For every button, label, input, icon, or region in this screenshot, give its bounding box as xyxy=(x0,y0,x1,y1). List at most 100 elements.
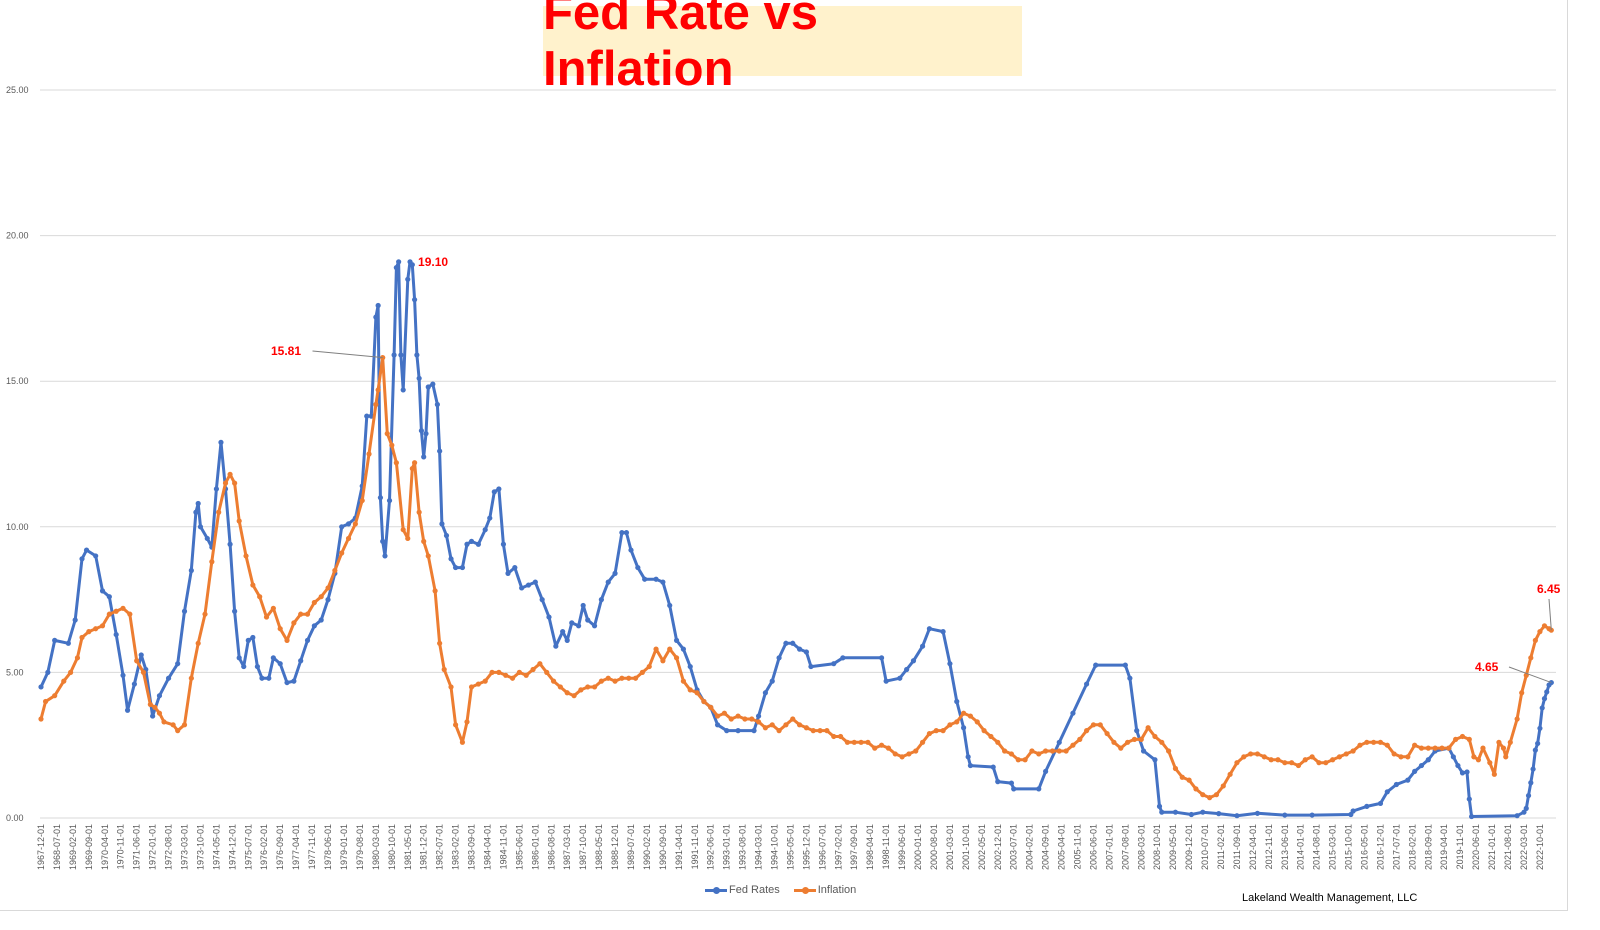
data-point-fed-rates xyxy=(1521,809,1527,815)
data-point-fed-rates xyxy=(1525,792,1532,799)
data-point-inflation xyxy=(38,716,44,722)
data-point-fed-rates xyxy=(165,675,172,681)
data-point-inflation xyxy=(181,722,188,728)
x-tick-label: 1975-07-01 xyxy=(243,824,253,870)
data-point-fed-rates xyxy=(464,541,470,547)
data-point-fed-rates xyxy=(947,661,953,667)
x-tick-label: 1980-03-01 xyxy=(371,824,381,870)
data-point-inflation xyxy=(1172,765,1179,772)
data-point-fed-rates xyxy=(277,661,283,667)
data-point-fed-rates xyxy=(391,352,397,358)
data-point-inflation xyxy=(981,728,987,734)
title-box: Fed Rate vs Inflation xyxy=(543,0,1022,96)
data-point-inflation xyxy=(482,678,488,684)
data-point-inflation xyxy=(899,754,905,760)
data-point-inflation xyxy=(660,658,666,664)
data-point-fed-rates xyxy=(437,448,443,454)
data-point-fed-rates xyxy=(512,564,518,571)
data-point-fed-rates xyxy=(175,661,181,667)
data-point-fed-rates xyxy=(364,413,370,419)
data-point-inflation xyxy=(263,614,270,620)
data-point-fed-rates xyxy=(377,495,384,501)
data-point-inflation xyxy=(42,698,49,705)
data-point-fed-rates xyxy=(430,381,436,387)
data-point-inflation xyxy=(626,675,632,681)
data-point-fed-rates xyxy=(421,454,427,460)
data-point-fed-rates xyxy=(605,579,611,585)
data-point-inflation xyxy=(1405,754,1411,760)
data-point-fed-rates xyxy=(751,728,757,734)
data-point-fed-rates xyxy=(628,547,634,553)
data-point-inflation xyxy=(86,629,92,635)
data-point-inflation xyxy=(878,742,885,748)
data-point-inflation xyxy=(1289,760,1295,766)
data-point-fed-rates xyxy=(1042,768,1049,775)
data-point-inflation xyxy=(1213,792,1220,798)
data-point-inflation xyxy=(1459,733,1466,740)
data-point-fed-rates xyxy=(680,646,686,652)
data-point-inflation xyxy=(156,710,163,716)
data-point-fed-rates xyxy=(496,486,502,492)
x-tick-label: 1980-10-01 xyxy=(387,824,397,870)
data-point-inflation xyxy=(1029,748,1035,754)
data-point-fed-rates xyxy=(714,722,721,728)
data-point-fed-rates xyxy=(954,698,960,705)
data-point-fed-rates xyxy=(1234,813,1240,819)
data-point-fed-rates xyxy=(580,602,586,609)
x-tick-label: 2018-09-01 xyxy=(1423,824,1433,870)
data-point-fed-rates xyxy=(1412,768,1418,775)
data-point-inflation xyxy=(106,611,112,617)
data-point-inflation xyxy=(298,611,304,617)
x-tick-label: 2012-11-01 xyxy=(1264,824,1274,869)
data-point-fed-rates xyxy=(1056,739,1062,745)
data-point-inflation xyxy=(1042,748,1049,754)
data-point-fed-rates xyxy=(345,521,352,527)
data-point-inflation xyxy=(1418,745,1425,751)
data-point-inflation xyxy=(1111,739,1117,745)
data-point-inflation xyxy=(619,675,625,681)
data-point-fed-rates xyxy=(245,637,251,643)
data-point-fed-rates xyxy=(1134,728,1140,734)
data-point-inflation xyxy=(851,739,857,745)
data-point-fed-rates xyxy=(181,608,188,614)
data-point-inflation xyxy=(1350,748,1356,754)
data-point-fed-rates xyxy=(1405,777,1411,783)
data-point-inflation xyxy=(345,535,352,542)
legend-item-inflation[interactable]: Inflation xyxy=(793,884,856,896)
x-tick-label: 2002-05-01 xyxy=(977,824,987,870)
data-point-fed-rates xyxy=(755,713,762,719)
x-tick-label: 1976-02-01 xyxy=(259,824,269,870)
data-point-inflation xyxy=(1336,754,1343,760)
data-point-inflation xyxy=(437,640,443,646)
data-point-inflation xyxy=(113,608,119,614)
data-point-inflation xyxy=(1254,751,1261,757)
data-point-fed-rates xyxy=(113,631,119,638)
data-point-inflation xyxy=(687,687,693,693)
legend-item-fed-rates[interactable]: Fed Rates xyxy=(705,884,780,896)
data-point-fed-rates xyxy=(93,553,99,559)
data-point-inflation xyxy=(837,733,844,740)
data-point-fed-rates xyxy=(642,576,648,582)
x-tick-label: 1974-12-01 xyxy=(227,824,237,870)
data-point-inflation xyxy=(1200,792,1206,798)
x-tick-label: 1971-06-01 xyxy=(132,824,142,870)
data-point-fed-rates xyxy=(227,541,233,547)
data-point-fed-rates xyxy=(762,690,769,696)
x-tick-label: 1970-04-01 xyxy=(100,824,110,870)
data-point-inflation xyxy=(503,672,509,678)
x-tick-label: 2003-07-01 xyxy=(1009,824,1019,870)
data-point-inflation xyxy=(270,605,276,611)
data-point-fed-rates xyxy=(1093,662,1099,668)
data-point-fed-rates xyxy=(423,431,429,437)
x-tick-label: 2016-05-01 xyxy=(1360,824,1370,870)
x-tick-label: 2010-07-01 xyxy=(1200,824,1210,870)
data-point-inflation xyxy=(468,684,475,690)
data-point-fed-rates xyxy=(519,585,525,591)
data-point-inflation xyxy=(411,460,418,466)
x-tick-label: 2019-11-01 xyxy=(1455,824,1465,869)
data-point-inflation xyxy=(530,666,536,673)
data-point-fed-rates xyxy=(434,401,440,408)
data-point-inflation xyxy=(1022,757,1028,763)
x-tick-label: 1987-10-01 xyxy=(578,824,588,870)
data-point-inflation xyxy=(425,553,431,559)
